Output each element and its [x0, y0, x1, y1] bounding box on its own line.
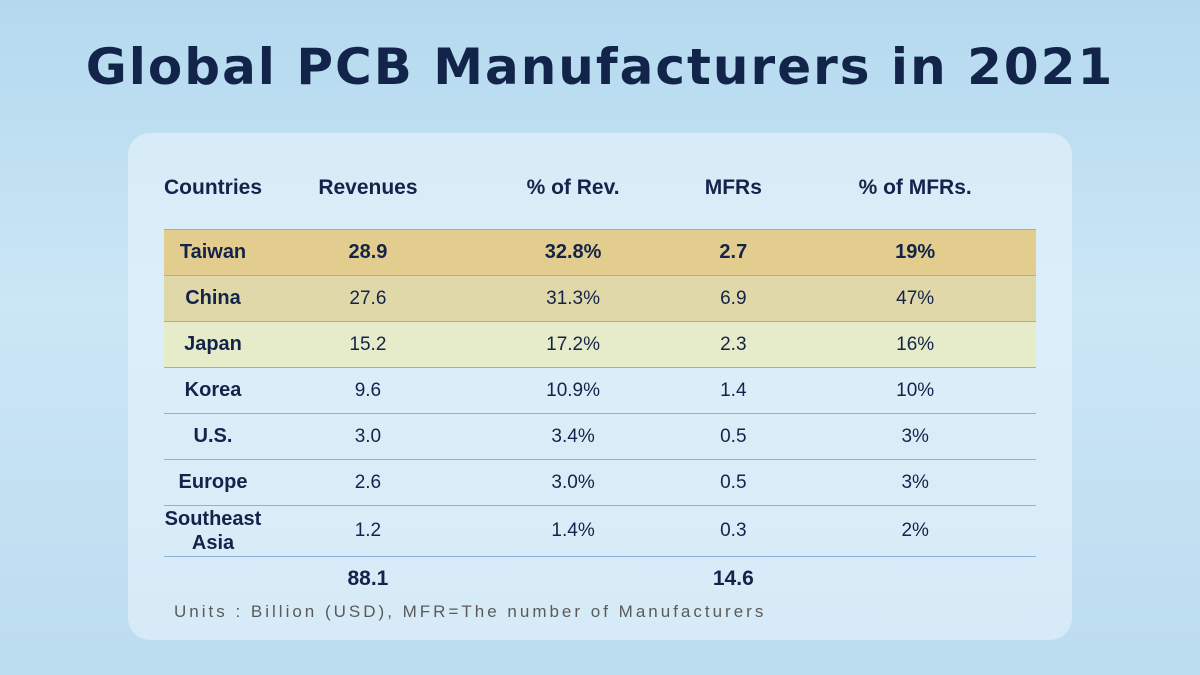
table-row: Korea 9.6 10.9% 1.4 10% [164, 367, 1036, 414]
cell-pct-rev: 31.3% [473, 275, 673, 322]
header-countries: Countries [164, 176, 263, 199]
cell-revenues: 28.9 [262, 229, 474, 276]
cell-pct-mfrs: 16% [794, 321, 1036, 368]
total-mfrs: 14.6 [712, 567, 754, 590]
pcb-table: Countries Revenues % of Rev. MFRs % of M… [164, 165, 1036, 601]
header-revenues: Revenues [318, 176, 418, 199]
cell-revenues: 2.6 [262, 459, 474, 506]
cell-mfrs: 6.9 [672, 275, 795, 322]
cell-mfrs: 2.7 [672, 229, 795, 276]
cell-mfrs: 0.5 [672, 459, 795, 506]
cell-pct-rev: 10.9% [473, 367, 673, 414]
table-row: Japan 15.2 17.2% 2.3 16% [164, 321, 1036, 368]
cell-country: Korea [164, 367, 263, 414]
cell-pct-mfrs: 47% [794, 275, 1036, 322]
page-title: Global PCB Manufacturers in 2021 [85, 38, 1115, 96]
table-row: China 27.6 31.3% 6.9 47% [164, 275, 1036, 322]
total-pct-rev [474, 557, 672, 602]
cell-revenues: 3.0 [262, 413, 474, 460]
cell-mfrs: 2.3 [672, 321, 795, 368]
cell-pct-rev: 3.4% [473, 413, 673, 460]
cell-country: Europe [164, 459, 263, 506]
cell-pct-rev: 17.2% [473, 321, 673, 368]
total-revenues: 88.1 [347, 567, 389, 590]
total-country [164, 557, 262, 602]
cell-pct-mfrs: 10% [794, 367, 1036, 414]
cell-mfrs: 0.5 [672, 413, 795, 460]
header-row: Countries Revenues % of Rev. MFRs % of M… [164, 165, 1036, 211]
cell-pct-mfrs: 3% [794, 459, 1036, 506]
cell-revenues: 15.2 [262, 321, 474, 368]
units-note: Units : Billion (USD), MFR=The number of… [174, 602, 767, 621]
cell-pct-rev: 3.0% [473, 459, 673, 506]
table-row: U.S. 3.0 3.4% 0.5 3% [164, 413, 1036, 460]
cell-country: Taiwan [164, 229, 263, 276]
cell-country: Japan [164, 321, 263, 368]
cell-revenues: 1.2 [262, 505, 474, 557]
totals-row: 88.1 14.6 [164, 557, 1036, 602]
table-row: Taiwan 28.9 32.8% 2.7 19% [164, 229, 1036, 276]
cell-pct-rev: 32.8% [473, 229, 673, 276]
cell-mfrs: 1.4 [672, 367, 795, 414]
cell-country: China [164, 275, 263, 322]
cell-revenues: 9.6 [262, 367, 474, 414]
cell-country: U.S. [164, 413, 263, 460]
cell-pct-mfrs: 2% [794, 505, 1036, 557]
header-pct-mfrs: % of MFRs. [858, 176, 972, 199]
cell-revenues: 27.6 [262, 275, 474, 322]
header-pct-rev: % of Rev. [526, 176, 620, 199]
header-gap [164, 211, 1036, 230]
cell-pct-rev: 1.4% [473, 505, 673, 557]
table-row: Europe 2.6 3.0% 0.5 3% [164, 459, 1036, 506]
cell-pct-mfrs: 3% [794, 413, 1036, 460]
header-mfrs: MFRs [704, 176, 762, 199]
cell-mfrs: 0.3 [672, 505, 795, 557]
total-pct-mfrs [794, 557, 1036, 602]
cell-pct-mfrs: 19% [794, 229, 1036, 276]
cell-country: Southeast Asia [164, 505, 263, 557]
table-row: Southeast Asia 1.2 1.4% 0.3 2% [164, 505, 1036, 557]
